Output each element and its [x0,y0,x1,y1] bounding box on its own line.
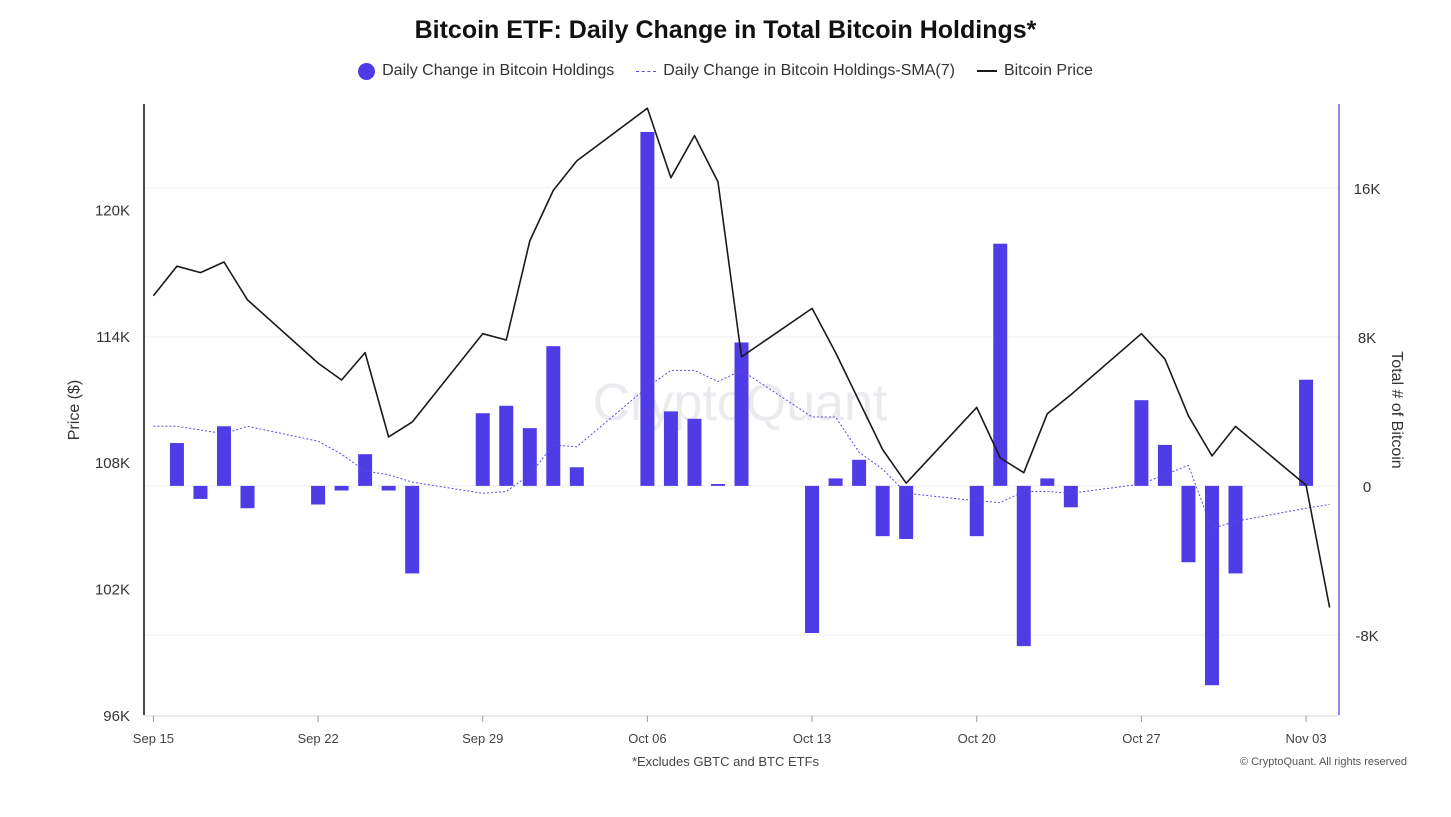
bar-series [169,131,1314,686]
y-left-tick-label: 96K [103,708,130,725]
sma-line [153,369,1330,530]
price-line [152,107,1331,608]
bar [216,426,231,486]
line-series [152,107,1331,608]
x-tick-label: Nov 03 [1285,731,1326,746]
y-left-tick-label: 102K [95,582,130,599]
bar [499,405,514,486]
bar [522,428,537,486]
bar [828,478,843,486]
footnote: *Excludes GBTC and BTC ETFs [631,754,820,769]
chart-title: Bitcoin ETF: Daily Change in Total Bitco… [414,16,1037,44]
legend: Daily Change in Bitcoin Holdings Daily C… [0,62,1451,80]
legend-solid-line-icon [976,70,997,72]
bar [1063,485,1078,508]
bar [169,443,184,486]
bar [875,485,890,537]
bar [852,459,867,486]
bar [475,413,490,486]
bar [687,418,702,486]
y-right-tick-label: 16K [1354,181,1381,198]
x-tick-label: Oct 20 [958,731,996,746]
y-axis-left-label: Price ($) [66,380,83,440]
bar [193,485,208,499]
y-right-tick-label: 0 [1363,479,1371,496]
x-tick-label: Sep 22 [297,731,338,746]
bar [710,484,725,486]
bar [734,342,749,486]
legend-label-sma: Daily Change in Bitcoin Holdings-SMA(7) [663,62,955,79]
legend-item-sma[interactable]: Daily Change in Bitcoin Holdings-SMA(7) [636,62,955,80]
bar [240,485,255,509]
bar [381,485,396,491]
x-tick-label: Oct 13 [793,731,831,746]
bar [663,411,678,486]
axes: 96K 102K 108K 114K 120K -8K 0 8K 16K Sep 15 Sep 22… [95,104,1380,746]
bar [1204,485,1219,686]
copyright: © CryptoQuant. All rights reserved [1239,756,1407,768]
bar [405,485,420,574]
bar [805,485,820,634]
y-right-tick-label: -8K [1355,628,1378,645]
y-axis-right-label: Total # of Bitcoin [1388,351,1405,468]
x-tick-label: Sep 29 [462,731,503,746]
bar [993,243,1008,486]
y-left-tick-label: 114K [96,329,130,346]
bar [1157,444,1172,486]
legend-dot-icon [358,62,376,80]
bar [899,485,914,539]
x-tick-label: Oct 06 [628,731,666,746]
bar [334,485,349,491]
bar [569,467,584,486]
y-left-tick-label: 120K [95,202,130,219]
bar [311,485,326,505]
bar [546,346,561,486]
y-right-tick-label: 8K [1358,330,1376,347]
bar [1040,478,1055,486]
bar [1299,379,1314,486]
bar [1181,485,1196,563]
legend-item-holdings[interactable]: Daily Change in Bitcoin Holdings [358,62,614,80]
bar [1228,485,1243,574]
x-tick-label: Oct 27 [1122,731,1160,746]
legend-label-holdings: Daily Change in Bitcoin Holdings [382,62,615,79]
bar [358,454,373,486]
legend-dashed-line-icon [636,70,657,72]
x-tick-label: Sep 15 [133,731,174,746]
bar [969,485,984,537]
legend-item-price[interactable]: Bitcoin Price [976,62,1093,80]
bar [1134,400,1149,486]
legend-label-price: Bitcoin Price [1003,62,1093,79]
bar [1016,485,1031,647]
y-left-tick-label: 108K [95,455,130,472]
bar [640,131,655,486]
